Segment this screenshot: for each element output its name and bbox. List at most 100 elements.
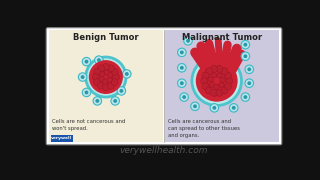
Circle shape [206,40,212,46]
Circle shape [125,72,129,76]
Circle shape [99,76,104,82]
Circle shape [119,89,123,93]
Circle shape [212,73,217,78]
Circle shape [186,39,190,43]
Circle shape [113,99,117,103]
Circle shape [93,97,102,105]
Circle shape [180,81,184,85]
Circle shape [111,97,119,105]
Circle shape [224,72,231,79]
Circle shape [180,50,184,54]
Text: Cells are cancerous and
can spread to other tissues
and organs.: Cells are cancerous and can spread to ot… [168,119,240,138]
Circle shape [241,40,250,49]
Circle shape [95,56,103,64]
Circle shape [241,52,250,60]
Circle shape [202,83,209,90]
Circle shape [191,102,199,111]
Circle shape [229,104,238,112]
Bar [51,135,73,142]
Text: verywell: verywell [51,136,72,140]
Circle shape [97,82,104,89]
Circle shape [89,60,123,94]
Circle shape [217,73,222,78]
Circle shape [97,65,104,72]
Circle shape [102,64,109,71]
Circle shape [92,74,99,80]
Circle shape [178,79,186,87]
Circle shape [247,81,251,85]
Circle shape [84,91,88,94]
Text: Malignant Tumor: Malignant Tumor [182,33,262,42]
Circle shape [78,73,87,81]
Circle shape [216,39,220,43]
Circle shape [244,54,247,58]
Circle shape [212,106,216,110]
Circle shape [214,84,219,90]
Circle shape [108,65,115,72]
Circle shape [180,93,188,101]
Circle shape [224,83,231,90]
Circle shape [244,43,247,47]
Circle shape [202,72,209,79]
Circle shape [82,88,91,97]
Circle shape [97,58,101,62]
Circle shape [178,48,186,57]
Circle shape [221,68,228,75]
Text: Benign Tumor: Benign Tumor [73,33,139,42]
Bar [165,30,279,143]
Circle shape [112,74,119,80]
Circle shape [221,87,228,94]
Text: verywellhealth.com: verywellhealth.com [120,146,208,155]
Circle shape [219,82,224,87]
Circle shape [108,73,113,78]
Circle shape [100,71,105,77]
Circle shape [94,69,100,75]
Circle shape [196,60,238,102]
Circle shape [111,69,118,75]
Circle shape [208,77,213,82]
Circle shape [210,104,219,112]
Circle shape [245,65,253,74]
Circle shape [241,93,250,101]
Circle shape [117,87,126,95]
Circle shape [239,51,244,57]
Circle shape [86,57,126,97]
Circle shape [102,79,108,84]
Circle shape [192,56,242,105]
Circle shape [216,65,223,72]
Circle shape [102,84,109,91]
Bar [49,30,163,143]
Circle shape [211,89,217,96]
Text: Cells are not cancerous and
won't spread.: Cells are not cancerous and won't spread… [52,119,126,131]
Circle shape [94,79,100,86]
Circle shape [201,77,208,84]
Circle shape [245,79,253,87]
Circle shape [198,43,204,50]
Circle shape [192,49,198,56]
Circle shape [104,70,109,75]
Circle shape [178,64,186,72]
Circle shape [81,75,84,79]
Circle shape [205,87,212,94]
Circle shape [211,65,217,72]
Circle shape [111,79,118,86]
Circle shape [108,82,115,89]
Circle shape [182,95,186,99]
FancyBboxPatch shape [46,28,282,145]
Circle shape [209,82,214,87]
Circle shape [193,104,197,108]
Circle shape [232,106,236,110]
Circle shape [180,66,184,70]
Circle shape [225,42,230,48]
Circle shape [84,60,88,64]
Circle shape [234,45,240,52]
Circle shape [184,37,192,45]
Circle shape [226,77,233,84]
Circle shape [216,89,223,96]
Circle shape [205,68,212,75]
Circle shape [220,77,226,82]
Circle shape [95,99,99,103]
Circle shape [244,95,247,99]
Circle shape [82,57,91,66]
Circle shape [107,77,112,83]
